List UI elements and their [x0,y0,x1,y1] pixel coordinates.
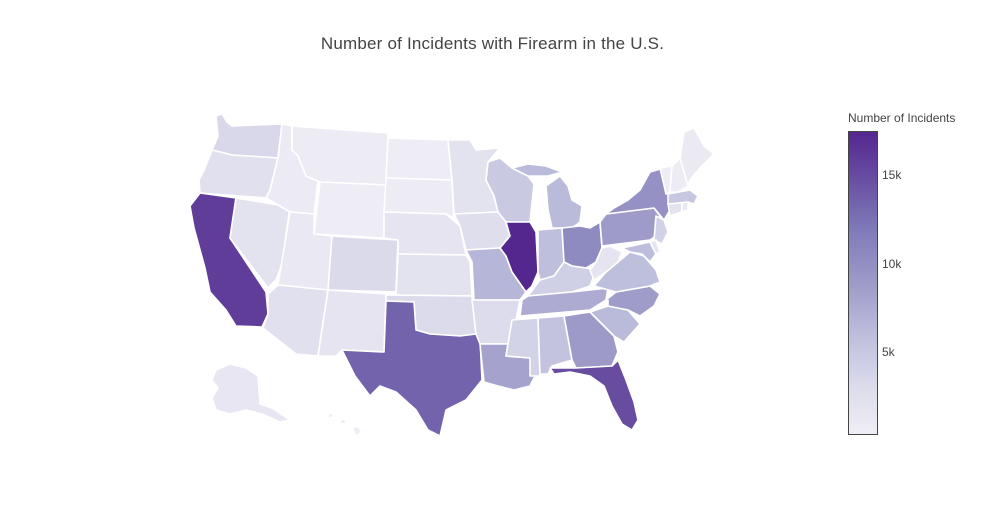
state-NC[interactable] [605,285,661,317]
colorbar-tick-label: 15k [882,168,902,183]
colorbar-title: Number of Incidents [848,111,956,125]
state-NM[interactable] [317,289,387,357]
state-KS[interactable] [395,253,473,297]
state-TN[interactable] [519,287,609,317]
colorbar [848,131,878,435]
state-NJ[interactable] [653,215,669,245]
state-SD[interactable] [383,177,455,219]
state-RI[interactable] [681,201,689,213]
map-title: Number of Incidents with Firearm in the … [320,34,665,53]
colorbar-tick-label: 10k [882,256,902,271]
colorbar-tick-label: 5k [882,344,895,359]
state-ME[interactable] [679,127,715,187]
state-MI[interactable] [511,163,583,229]
state-MA[interactable] [667,189,699,205]
state-MT[interactable] [291,125,389,186]
state-OR[interactable] [198,149,279,199]
state-AZ[interactable] [262,284,329,357]
state-HI[interactable] [327,412,363,437]
state-FL[interactable] [549,359,639,431]
state-TX[interactable] [341,300,483,437]
state-DE[interactable] [649,239,661,255]
state-WV[interactable] [589,245,623,281]
state-WY[interactable] [313,181,387,239]
state-ND[interactable] [385,137,453,181]
state-AK[interactable] [211,363,291,423]
state-CO[interactable] [327,235,399,293]
state-NH[interactable] [669,157,689,193]
state-WA[interactable] [211,113,283,159]
state-IL[interactable] [499,221,539,293]
